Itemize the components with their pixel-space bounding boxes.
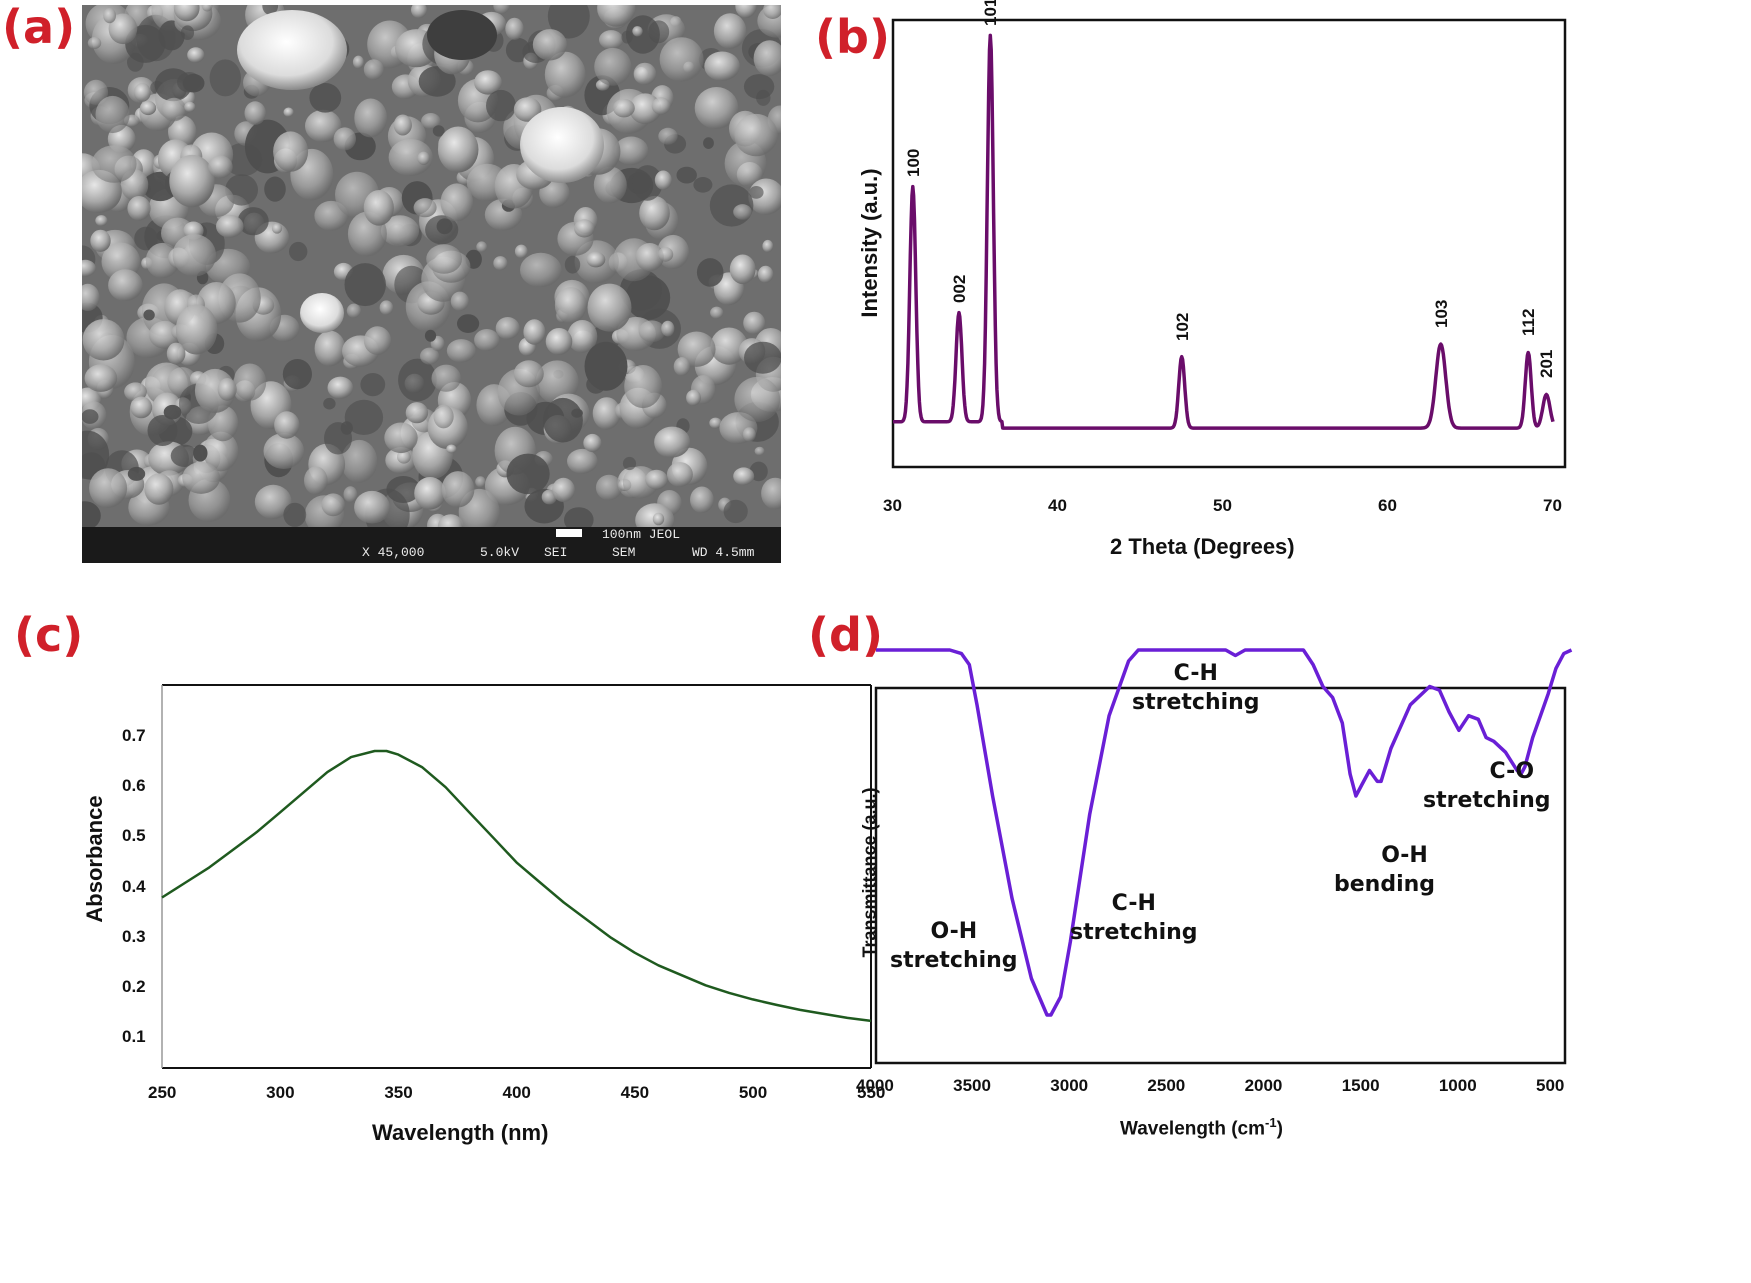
panel-label-a: (a) — [2, 0, 76, 54]
uv-x-tick-label: 250 — [148, 1083, 177, 1102]
uv-y-tick-label: 0.5 — [122, 826, 146, 846]
uv-x-tick-label: 400 — [502, 1083, 531, 1102]
xrd-x-tick-label: 50 — [1213, 496, 1232, 515]
panel-label-b: (b) — [815, 10, 890, 64]
xrd-x-tick-label: 40 — [1048, 496, 1067, 515]
uv-y-tick-label: 0.7 — [122, 726, 146, 745]
sem-working-distance: WD 4.5mm — [692, 545, 755, 560]
sem-voltage: 5.0kV — [480, 545, 520, 560]
uv-y-tick-label: 0.1 — [122, 1027, 146, 1046]
panel-label-d: (d) — [808, 608, 883, 662]
ftir-x-tick-label: 3000 — [1050, 1076, 1089, 1095]
ftir-x-axis-title-tail: ) — [1276, 1118, 1283, 1140]
ftir-x-tick-label: 500 — [1536, 1076, 1565, 1095]
annotation-ch-stretching-low: C-H stretching — [1070, 891, 1198, 945]
ftir-x-tick-label: 2500 — [1147, 1076, 1186, 1095]
uv-y-tick-label: 0.6 — [122, 776, 146, 796]
uv-y-tick-label: 0.2 — [122, 976, 146, 996]
sem-texture — [82, 5, 781, 563]
panel-label-c: (c) — [14, 608, 84, 662]
uv-y-tick-label: 0.4 — [122, 876, 146, 896]
xrd-plot — [891, 18, 1567, 469]
ftir-y-axis-title: Transmittance (a.u.) — [859, 787, 880, 958]
sem-info-bar: 100nm JEOL X 45,000 5.0kV SEI SEM WD 4.5… — [82, 527, 781, 563]
uv-x-tick-label: 300 — [266, 1083, 295, 1102]
scale-bar — [556, 529, 582, 537]
xrd-x-tick-label: 70 — [1543, 496, 1562, 515]
ftir-x-tick-label: 1000 — [1438, 1076, 1477, 1095]
uv-x-tick-label: 350 — [384, 1083, 413, 1102]
uv-x-tick-label: 500 — [738, 1083, 768, 1102]
sem-magnification: X 45,000 — [362, 545, 425, 560]
annotation-oh-stretching: O-H stretching — [890, 919, 1018, 973]
ftir-x-axis-title-sup: -1 — [1265, 1115, 1277, 1130]
ftir-x-axis-title: Wavelength (cm-1) — [1120, 1115, 1283, 1140]
sem-detector: SEI — [544, 545, 568, 560]
uv-x-tick-label: 550 — [857, 1083, 886, 1102]
annotation-ch-stretching-high: C-H stretching — [1132, 661, 1260, 715]
ftir-x-tick-label: 4000 — [856, 1076, 894, 1095]
xrd-x-axis-title: 2 Theta (Degrees) — [1110, 534, 1295, 559]
uv-x-tick-label: 450 — [620, 1083, 650, 1102]
uv-y-tick-label: 0.3 — [122, 926, 146, 946]
sem-mode: SEM — [612, 545, 636, 560]
sem-scale-text: 100nm JEOL — [602, 527, 681, 542]
uv-x-axis-title: Wavelength (nm) — [372, 1120, 549, 1145]
ftir-x-axis-title-main: Wavelength (cm — [1120, 1118, 1265, 1140]
xrd-x-tick-label: 30 — [883, 496, 902, 515]
ftir-x-tick-label: 2000 — [1244, 1076, 1283, 1095]
ftir-x-tick-label: 1500 — [1341, 1076, 1380, 1095]
ftir-x-tick-label: 3500 — [953, 1076, 991, 1095]
annotation-oh-bending: O-H bending — [1334, 843, 1436, 897]
annotation-co-stretching: C-O stretching — [1423, 759, 1551, 813]
xrd-x-tick-label: 60 — [1378, 496, 1397, 515]
sem-micrograph: 100nm JEOL X 45,000 5.0kV SEI SEM WD 4.5… — [82, 5, 781, 563]
